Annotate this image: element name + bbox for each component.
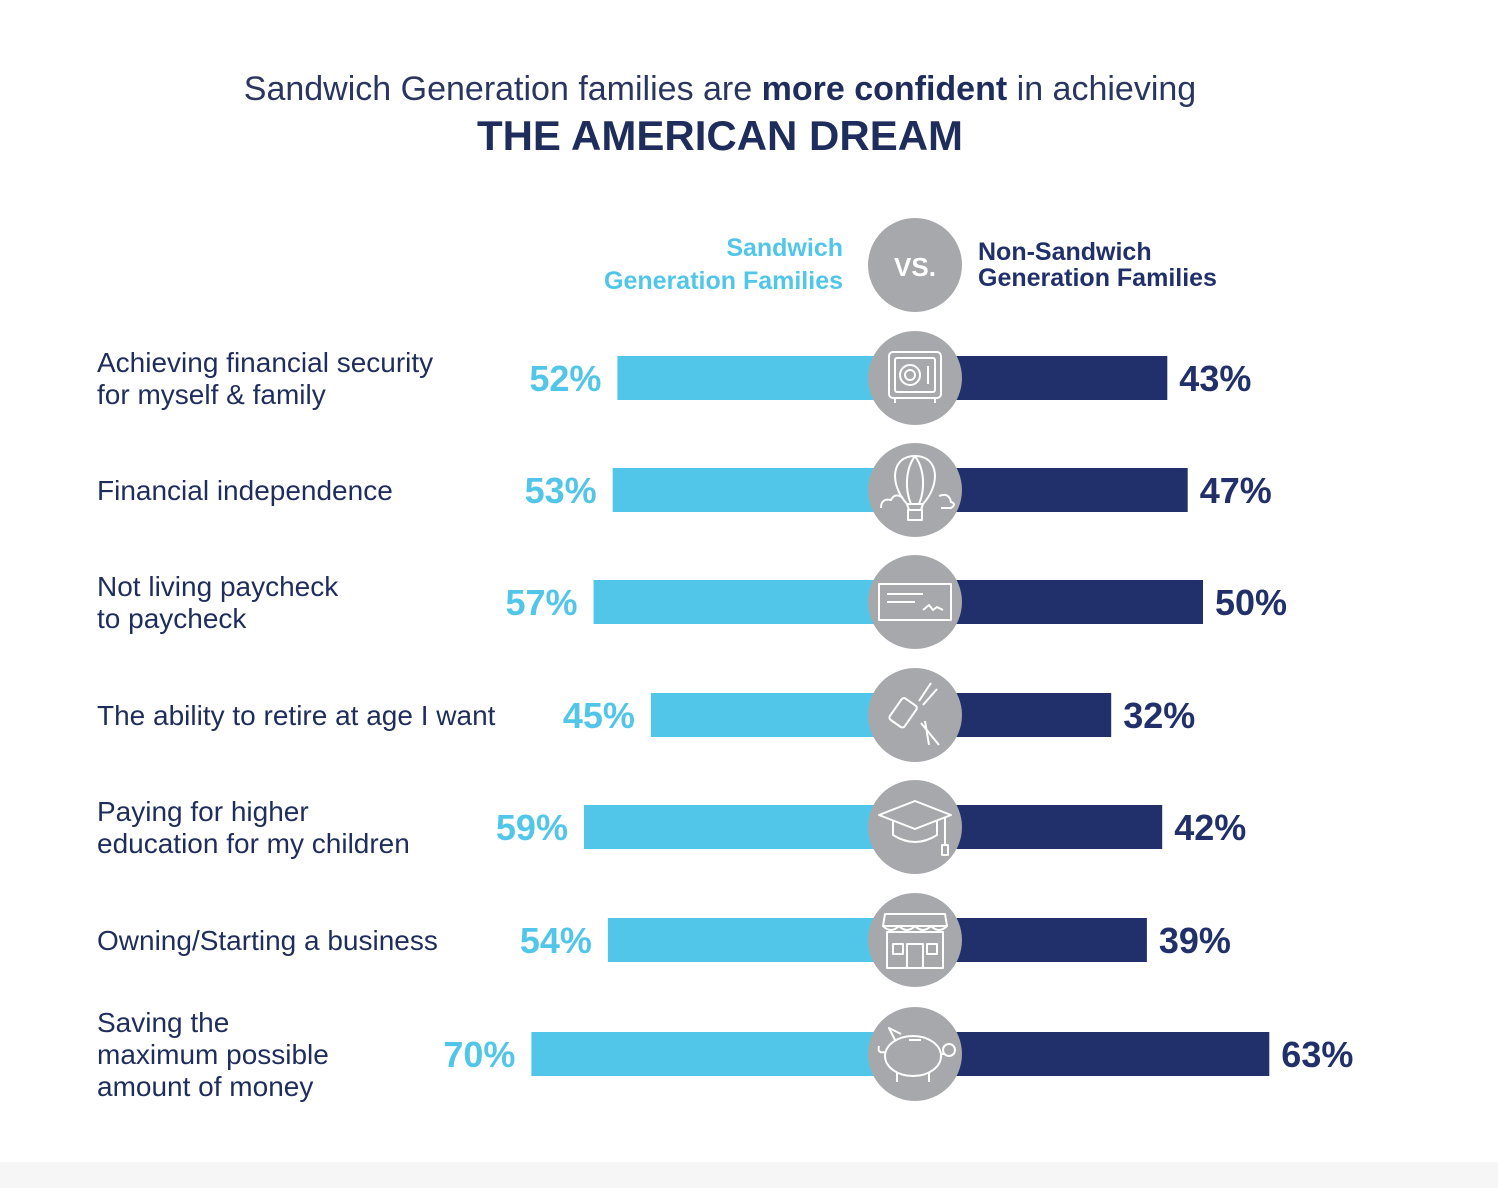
bar-sandwich <box>593 580 915 624</box>
category-label: Saving the <box>97 1007 229 1038</box>
graduation-cap-icon <box>878 800 952 856</box>
data-label-sandwich: 59% <box>496 807 568 848</box>
data-label-sandwich: 70% <box>443 1034 515 1075</box>
chart-title-line2: THE AMERICAN DREAM <box>477 112 963 159</box>
icon-circle <box>868 1007 962 1101</box>
category-label: Not living paycheck <box>97 571 339 602</box>
legend-sandwich-line2: Generation Families <box>604 267 843 295</box>
category-label: The ability to retire at age I want <box>97 700 496 731</box>
piggy-bank-icon <box>877 1027 956 1082</box>
category-label: Financial independence <box>97 475 393 506</box>
legend-non-sandwich-line1: Non-Sandwich <box>978 238 1152 266</box>
icon-circle <box>868 443 962 537</box>
data-label-sandwich: 52% <box>529 358 601 399</box>
category-label: to paycheck <box>97 603 247 634</box>
data-label-non-sandwich: 42% <box>1174 807 1246 848</box>
bar-sandwich <box>531 1032 915 1076</box>
icon-circle <box>868 780 962 874</box>
hot-air-balloon-icon <box>880 455 955 521</box>
legend-sandwich-line1: Sandwich <box>726 234 843 262</box>
bar-sandwich <box>607 918 915 962</box>
category-label: Owning/Starting a business <box>97 925 438 956</box>
footer-strip <box>0 1162 1498 1188</box>
data-label-sandwich: 54% <box>520 920 592 961</box>
bar-sandwich <box>612 468 915 512</box>
chart-row: 45% 32% The ability to retire at age I wan… <box>97 668 1195 762</box>
icon-circle <box>868 893 962 987</box>
chart-title-line1: Sandwich Generation families are more co… <box>244 70 1196 108</box>
bar-sandwich <box>583 805 915 849</box>
vs-label: VS. <box>894 252 936 282</box>
data-label-non-sandwich: 47% <box>1200 470 1272 511</box>
category-label: education for my children <box>97 828 410 859</box>
category-label: Paying for higher <box>97 796 309 827</box>
data-label-sandwich: 57% <box>505 582 577 623</box>
category-label: maximum possible <box>97 1039 329 1070</box>
icon-circle <box>868 668 962 762</box>
data-label-sandwich: 53% <box>525 470 597 511</box>
data-label-non-sandwich: 32% <box>1123 695 1195 736</box>
bar-non-sandwich <box>915 1032 1270 1076</box>
storefront-icon <box>882 913 948 969</box>
category-label: amount of money <box>97 1071 313 1102</box>
data-label-non-sandwich: 63% <box>1281 1034 1353 1075</box>
bar-sandwich <box>617 356 915 400</box>
category-label: Achieving financial security <box>97 347 433 378</box>
data-label-non-sandwich: 50% <box>1215 582 1287 623</box>
category-label: for myself & family <box>97 379 326 410</box>
check-icon <box>878 583 952 621</box>
golf-bag-icon <box>888 682 940 746</box>
data-label-non-sandwich: 39% <box>1159 920 1231 961</box>
safe-icon <box>888 351 942 403</box>
data-label-sandwich: 45% <box>563 695 635 736</box>
vs-circle <box>868 218 962 312</box>
legend-non-sandwich-line2: Generation Families <box>978 264 1217 292</box>
data-label-non-sandwich: 43% <box>1179 358 1251 399</box>
bar-non-sandwich <box>915 580 1203 624</box>
chart-row: 54% 39% Owning/Starting a business <box>97 893 1231 987</box>
chart-row: 53% 47% Financial independence <box>97 443 1272 537</box>
